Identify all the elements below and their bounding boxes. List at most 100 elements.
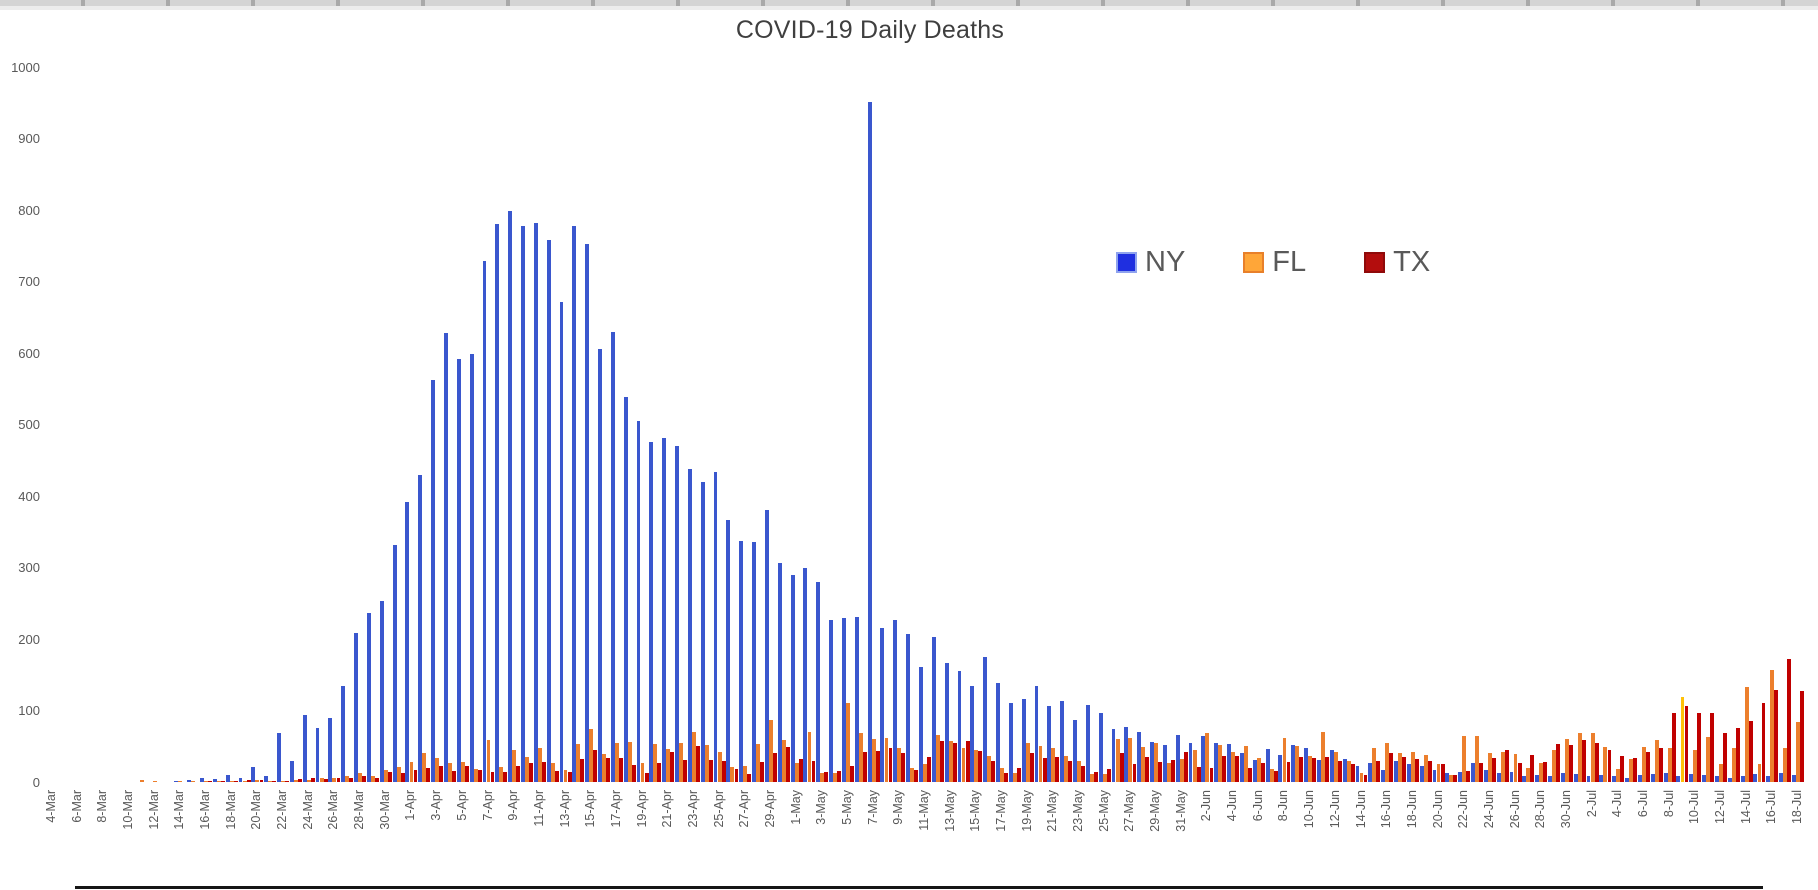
bar-ny[interactable] bbox=[713, 471, 718, 782]
bar-fl[interactable] bbox=[987, 756, 992, 782]
bar-ny[interactable] bbox=[366, 612, 371, 782]
bar-ny[interactable] bbox=[1381, 769, 1386, 782]
bar-ny[interactable] bbox=[379, 601, 384, 782]
bar-ny[interactable] bbox=[1175, 734, 1180, 782]
bar-fl[interactable] bbox=[1577, 733, 1582, 782]
bar-fl[interactable] bbox=[1770, 670, 1775, 782]
bar-ny[interactable] bbox=[1278, 754, 1283, 782]
bar-ny[interactable] bbox=[1008, 703, 1013, 782]
bar-fl[interactable] bbox=[897, 748, 902, 782]
bar-fl[interactable] bbox=[319, 778, 324, 782]
bar-fl[interactable] bbox=[268, 780, 273, 782]
bar-fl[interactable] bbox=[383, 769, 388, 782]
bar-ny[interactable] bbox=[1098, 713, 1103, 782]
bar-ny[interactable] bbox=[983, 656, 988, 782]
bar-fl[interactable] bbox=[281, 780, 286, 782]
legend-item-ny[interactable]: NY bbox=[1116, 246, 1185, 279]
bar-fl[interactable] bbox=[974, 749, 979, 782]
bar-ny[interactable] bbox=[302, 714, 307, 782]
bar-fl[interactable] bbox=[1089, 774, 1094, 782]
bar-fl[interactable] bbox=[1295, 746, 1300, 782]
bar-ny[interactable] bbox=[675, 445, 679, 782]
bar-fl[interactable] bbox=[306, 779, 311, 782]
bar-tx[interactable] bbox=[1658, 748, 1663, 782]
bar-fl[interactable] bbox=[1654, 739, 1659, 782]
bar-fl[interactable] bbox=[1641, 746, 1646, 782]
bar-tx[interactable] bbox=[1684, 706, 1689, 782]
bar-fl[interactable] bbox=[512, 749, 517, 782]
bar-tx[interactable] bbox=[939, 741, 944, 782]
bar-tx[interactable] bbox=[400, 773, 405, 782]
bar-ny[interactable] bbox=[777, 563, 782, 782]
bar-ny[interactable] bbox=[893, 619, 898, 782]
bar-tx[interactable] bbox=[426, 768, 431, 782]
bar-ny[interactable] bbox=[508, 210, 513, 782]
chart-title[interactable]: COVID-19 Daily Deaths bbox=[735, 16, 1005, 44]
bar-fl[interactable] bbox=[1372, 747, 1377, 782]
bar-tx[interactable] bbox=[1774, 689, 1779, 782]
bar-ny[interactable] bbox=[1779, 773, 1784, 782]
bar-ny[interactable] bbox=[1355, 765, 1360, 782]
bar-tx[interactable] bbox=[824, 771, 829, 782]
bar-ny[interactable] bbox=[1625, 778, 1629, 782]
bar-fl[interactable] bbox=[1487, 753, 1492, 782]
bar-ny[interactable] bbox=[1689, 774, 1694, 782]
bar-tx[interactable] bbox=[1029, 753, 1034, 782]
bar-ny[interactable] bbox=[1406, 764, 1411, 782]
bar-tx[interactable] bbox=[1376, 760, 1381, 782]
bar-tx[interactable] bbox=[1710, 712, 1715, 782]
bar-ny[interactable] bbox=[289, 760, 294, 782]
bar-tx[interactable] bbox=[760, 761, 765, 782]
bar-tx[interactable] bbox=[1466, 771, 1471, 782]
bar-ny[interactable] bbox=[1535, 774, 1540, 782]
bar-ny[interactable] bbox=[919, 666, 923, 782]
bar-fl[interactable] bbox=[743, 765, 748, 782]
bar-fl[interactable] bbox=[1115, 739, 1120, 782]
bar-tx[interactable] bbox=[1337, 760, 1342, 782]
bar-fl[interactable] bbox=[371, 775, 375, 782]
bar-tx[interactable] bbox=[927, 756, 931, 782]
bar-tx[interactable] bbox=[683, 759, 688, 782]
bar-fl[interactable] bbox=[614, 743, 619, 782]
bar-ny[interactable] bbox=[1560, 772, 1565, 782]
bar-tx[interactable] bbox=[862, 751, 867, 782]
bar-ny[interactable] bbox=[1073, 719, 1077, 782]
bar-ny[interactable] bbox=[1111, 729, 1116, 782]
bar-ny[interactable] bbox=[790, 575, 795, 782]
bar-tx[interactable] bbox=[1350, 764, 1355, 782]
bar-fl[interactable] bbox=[1282, 737, 1287, 782]
bar-tx[interactable] bbox=[413, 769, 418, 782]
bar-ny[interactable] bbox=[764, 510, 769, 782]
bar-ny[interactable] bbox=[1291, 744, 1296, 782]
bar-fl[interactable] bbox=[1436, 764, 1441, 782]
bar-ny[interactable] bbox=[1792, 774, 1796, 782]
bar-tx[interactable] bbox=[696, 746, 700, 782]
bar-fl[interactable] bbox=[550, 763, 555, 782]
bar-ny[interactable] bbox=[1227, 744, 1231, 782]
bar-fl[interactable] bbox=[1462, 735, 1467, 782]
bar-fl[interactable] bbox=[152, 780, 157, 782]
bar-tx[interactable] bbox=[1440, 764, 1445, 782]
bar-tx[interactable] bbox=[375, 777, 379, 782]
bar-fl[interactable] bbox=[1757, 764, 1762, 782]
bar-tx[interactable] bbox=[1389, 753, 1394, 782]
bar-fl[interactable] bbox=[1706, 736, 1711, 782]
bar-ny[interactable] bbox=[264, 775, 269, 782]
bar-ny[interactable] bbox=[482, 260, 487, 782]
bar-ny[interactable] bbox=[1714, 776, 1719, 782]
bar-fl[interactable] bbox=[396, 766, 401, 782]
bar-fl[interactable] bbox=[1398, 753, 1402, 782]
bar-ny[interactable] bbox=[251, 766, 256, 782]
bar-fl[interactable] bbox=[704, 744, 709, 782]
bar-ny[interactable] bbox=[662, 438, 667, 782]
bar-fl[interactable] bbox=[1552, 749, 1556, 782]
bar-fl[interactable] bbox=[858, 732, 863, 782]
bar-fl[interactable] bbox=[640, 762, 645, 782]
bar-ny[interactable] bbox=[1663, 773, 1668, 782]
bar-fl[interactable] bbox=[833, 772, 838, 782]
bar-fl[interactable] bbox=[1244, 746, 1248, 782]
bar-ny[interactable] bbox=[1599, 774, 1604, 782]
bar-fl[interactable] bbox=[1064, 756, 1069, 782]
bar-tx[interactable] bbox=[477, 769, 482, 782]
bar-tx[interactable] bbox=[452, 771, 456, 782]
